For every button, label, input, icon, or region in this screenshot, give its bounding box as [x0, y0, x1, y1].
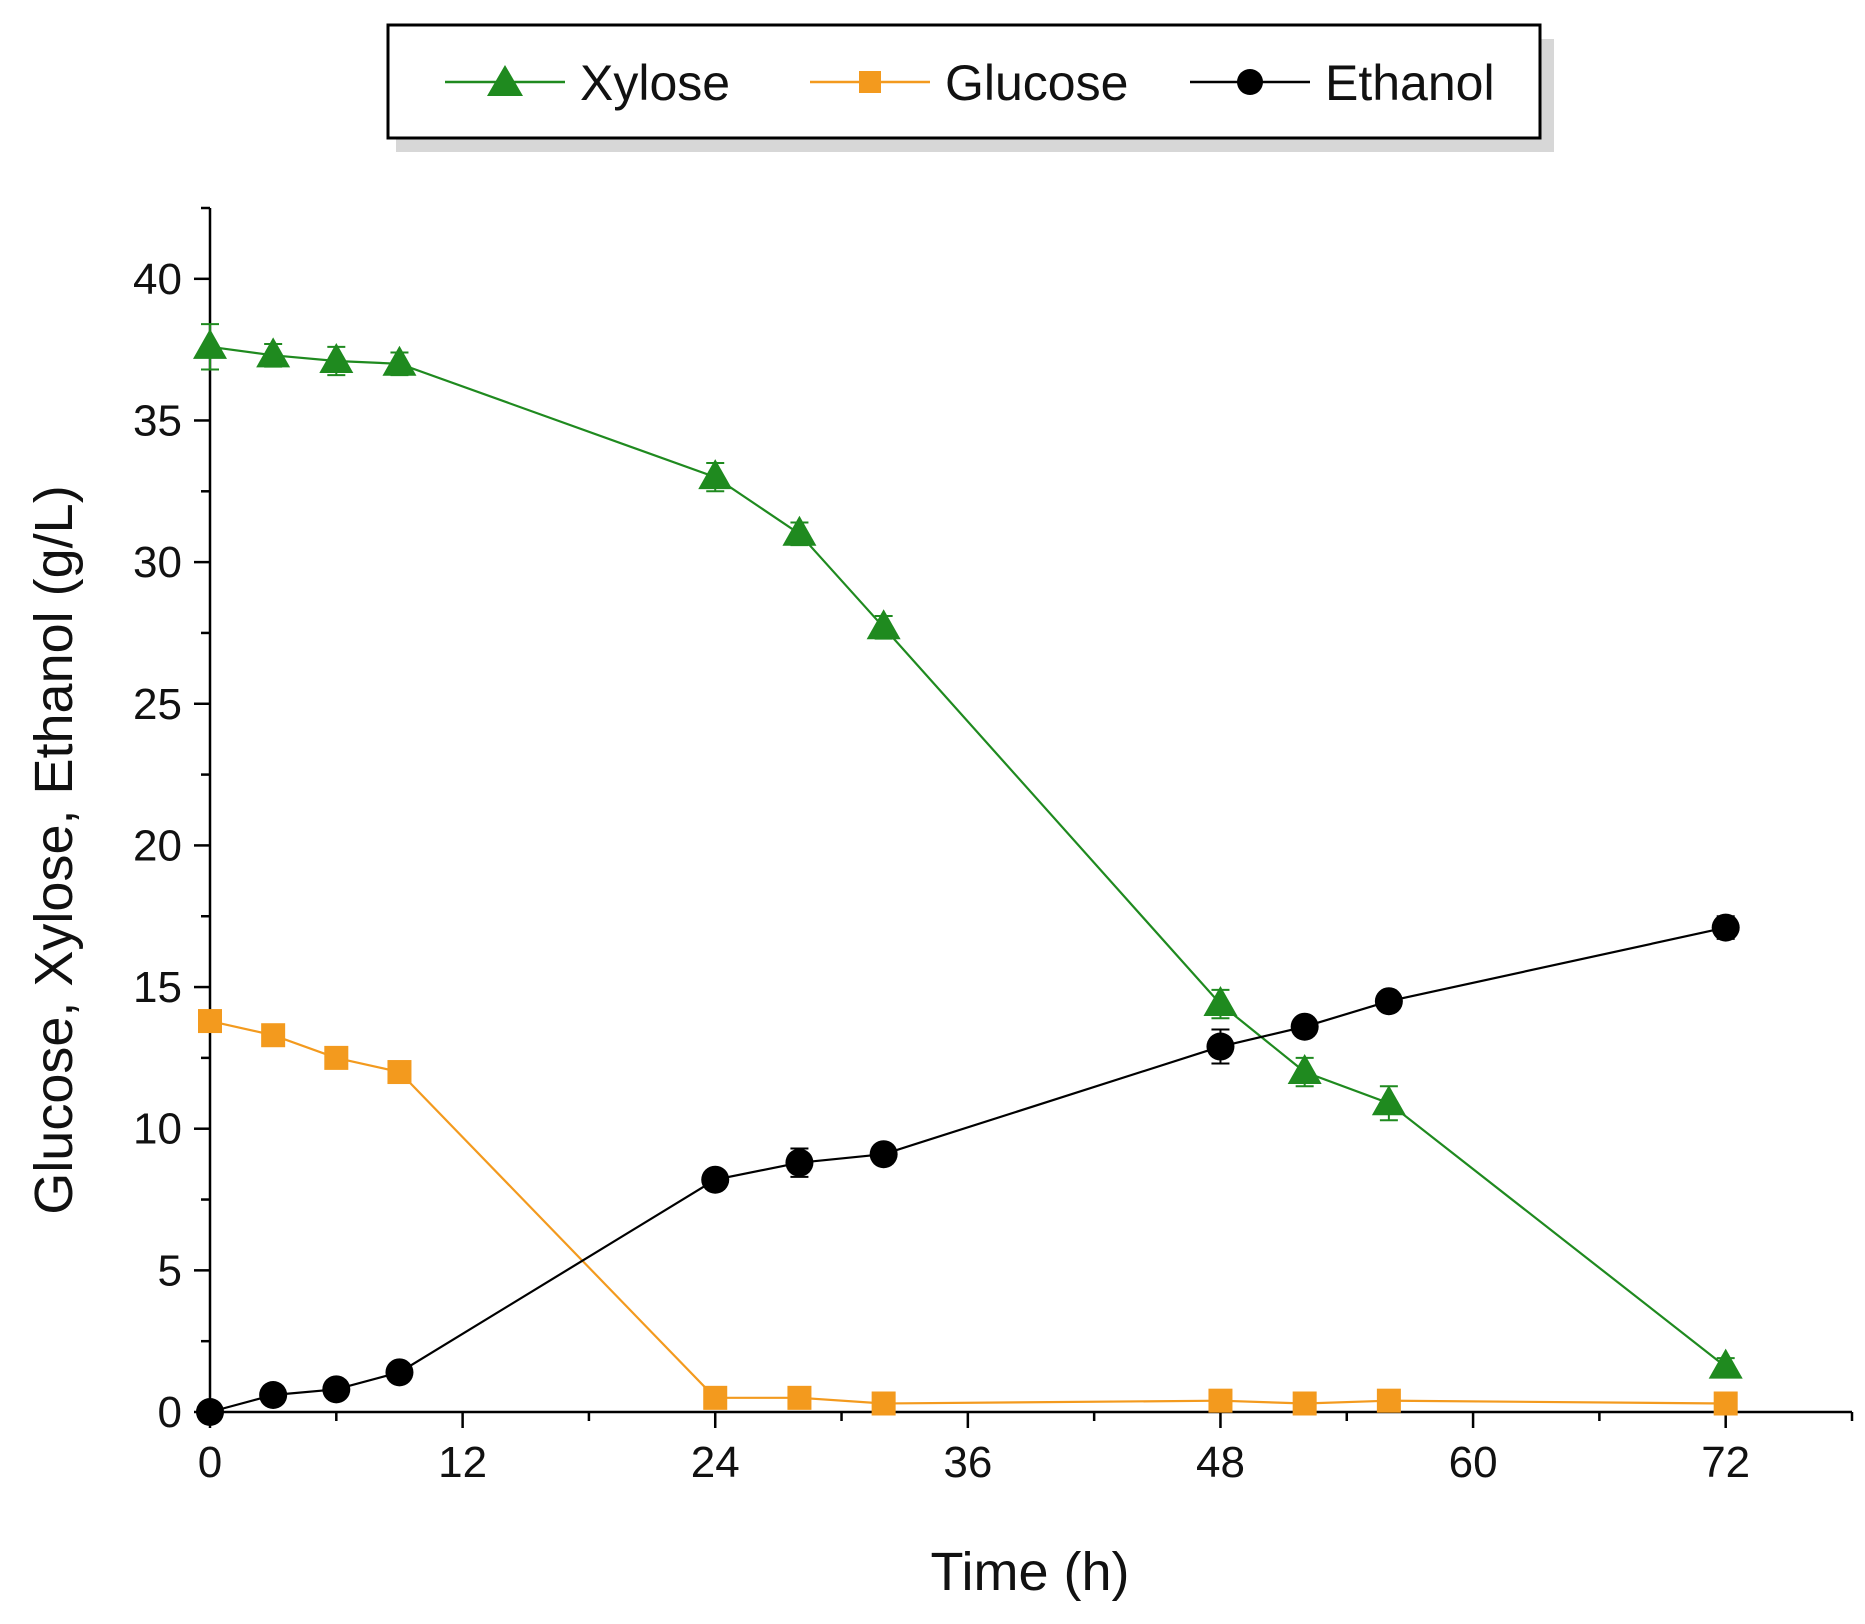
- data-point-xylose: [782, 515, 817, 546]
- data-point-glucose: [703, 1385, 728, 1410]
- y-axis-title: Glucose, Xylose, Ethanol (g/L): [24, 485, 84, 1214]
- legend-triangle-marker: [487, 65, 523, 96]
- x-tick-label: 24: [691, 1438, 740, 1487]
- plot-area: [193, 323, 1743, 1426]
- data-point-glucose: [1208, 1388, 1233, 1413]
- data-point-glucose: [787, 1385, 812, 1410]
- y-tick-label: 20: [133, 821, 182, 870]
- data-point-glucose: [1713, 1391, 1738, 1416]
- data-point-ethanol: [385, 1358, 414, 1387]
- series-line-glucose: [209, 1020, 1726, 1405]
- data-point-ethanol: [196, 1398, 224, 1426]
- data-point-xylose: [193, 328, 227, 359]
- data-point-ethanol: [322, 1375, 351, 1404]
- y-tick-label: 15: [133, 963, 182, 1012]
- data-point-glucose: [387, 1060, 412, 1085]
- y-tick-label: 40: [133, 255, 182, 304]
- axis-ticks: [194, 206, 1854, 1428]
- data-point-ethanol: [701, 1165, 730, 1194]
- data-point-glucose: [198, 1009, 222, 1034]
- legend-item-xylose: Xylose: [445, 55, 730, 111]
- legend-item-ethanol: Ethanol: [1190, 55, 1495, 111]
- data-point-ethanol: [1711, 913, 1740, 942]
- y-tick-label: 5: [158, 1246, 182, 1295]
- x-tick-label: 60: [1449, 1438, 1498, 1487]
- data-point-xylose: [382, 345, 417, 376]
- y-tick-label: 35: [133, 396, 182, 445]
- data-point-ethanol: [785, 1148, 814, 1177]
- data-point-xylose: [1371, 1085, 1406, 1116]
- data-point-ethanol: [1206, 1032, 1235, 1061]
- series-line-xylose: [209, 345, 1727, 1368]
- series-glucose: [198, 1009, 1738, 1416]
- x-tick-label: 36: [943, 1438, 992, 1487]
- data-point-glucose: [871, 1391, 896, 1416]
- data-point-ethanol: [1374, 987, 1403, 1016]
- series-line-ethanol: [209, 926, 1726, 1414]
- x-axis-title: Time (h): [931, 1542, 1130, 1602]
- legend: Xylose Glucose Ethanol: [386, 23, 1554, 152]
- x-tick-label: 72: [1701, 1438, 1750, 1487]
- data-point-xylose: [698, 459, 733, 490]
- data-point-ethanol: [1290, 1012, 1319, 1041]
- legend-square-marker: [859, 71, 881, 93]
- legend-label-ethanol: Ethanol: [1325, 55, 1495, 111]
- x-tick-label: 0: [198, 1438, 222, 1487]
- legend-label-glucose: Glucose: [945, 55, 1128, 111]
- legend-item-glucose: Glucose: [810, 55, 1128, 111]
- x-tick-label: 12: [438, 1438, 487, 1487]
- legend-box: [386, 23, 1542, 140]
- legend-label-xylose: Xylose: [580, 55, 730, 111]
- y-tick-label: 0: [158, 1388, 182, 1437]
- data-point-xylose: [256, 337, 291, 368]
- y-tick-label: 10: [133, 1105, 182, 1154]
- data-point-glucose: [261, 1023, 286, 1048]
- data-point-xylose: [1708, 1348, 1743, 1379]
- data-point-xylose: [866, 609, 901, 640]
- y-tick-label: 25: [133, 680, 182, 729]
- data-point-glucose: [324, 1045, 349, 1070]
- tick-labels: 0 12 24 36 48 60 72 0 5 10 15 20 25 30 35 40: [133, 255, 1750, 1487]
- data-point-ethanol: [869, 1140, 898, 1169]
- series-xylose: [193, 323, 1743, 1379]
- data-point-glucose: [1292, 1391, 1317, 1416]
- data-point-xylose: [319, 342, 354, 373]
- legend-circle-marker: [1237, 69, 1263, 95]
- y-tick-label: 30: [133, 538, 182, 587]
- data-point-xylose: [1287, 1054, 1322, 1085]
- data-point-glucose: [1376, 1388, 1401, 1413]
- axes: [208, 208, 1852, 1414]
- x-tick-label: 48: [1196, 1438, 1245, 1487]
- series-ethanol: [196, 913, 1740, 1426]
- data-point-xylose: [1203, 986, 1238, 1017]
- data-point-ethanol: [259, 1381, 288, 1410]
